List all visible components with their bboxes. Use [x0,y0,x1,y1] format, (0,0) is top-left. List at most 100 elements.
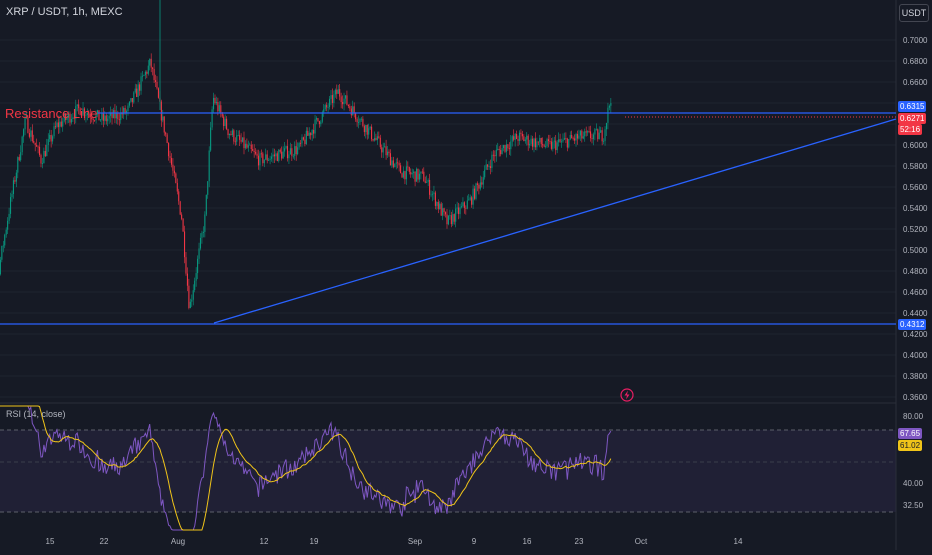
candle-body [257,155,260,166]
candle-body [404,171,406,180]
candle-body [212,97,215,110]
candle-body [143,75,145,76]
candle-body [301,137,303,144]
candle-body [92,119,94,121]
candle-body [168,142,170,157]
candle-body [73,117,75,119]
candle-body [549,141,551,142]
candle-body [69,113,71,123]
candle-body [547,139,550,141]
candle-body [307,130,309,136]
candle-body [592,134,594,140]
candle-body [553,140,555,142]
candle-body [446,214,448,225]
candle-body [500,150,502,155]
candle-body [481,182,483,185]
rsi-ma-value-tag: 61.02 [898,440,923,451]
candle-body [546,139,548,147]
candle-body [157,88,159,98]
candle-body [313,130,315,134]
candle-body [563,138,565,140]
candle-body [243,137,245,149]
candle-body [244,143,246,149]
candle-body [163,116,165,133]
candle-body [371,126,373,140]
price-tick: 0.3600 [903,393,928,402]
candle-body [237,135,239,136]
candle-body [4,234,6,246]
candle-body [123,108,125,115]
candle-body [600,130,602,133]
candle-body [595,129,597,131]
candle-body [47,139,49,145]
candle-body [423,171,425,182]
candle-body [398,163,400,166]
candle-body [140,76,142,91]
candle-body [147,65,149,74]
candle-body [221,113,223,117]
candle-body [198,248,200,259]
candle-body [342,102,344,105]
date-tick: 16 [522,537,532,546]
candle-body [560,141,563,143]
ascending-trendline[interactable] [213,118,897,324]
candle-body [331,95,333,103]
candle-body [276,153,278,161]
candle-body [255,152,257,154]
candle-body [156,82,158,89]
candle-body [447,215,449,225]
candle-body [197,258,199,274]
candle-body [201,232,203,238]
price-tick: 0.4600 [903,288,928,297]
candle-body [107,118,109,122]
rsi-value-tag: 67.65 [898,428,923,439]
candle-body [111,112,113,118]
candle-body [21,136,23,153]
flash-icon[interactable] [620,388,634,402]
candle-body [310,132,312,136]
candle-body [57,122,59,128]
candle-body [270,156,273,159]
candle-body [263,159,265,164]
candle-body [141,75,144,77]
candle-body [52,136,54,142]
candle-body [375,138,377,140]
candle-body [495,149,497,157]
candle-body [146,71,148,74]
candle-body [311,130,313,136]
candle-body [336,89,338,94]
candle-body [484,169,486,178]
candle-body [494,155,496,157]
currency-button[interactable]: USDT [899,4,929,22]
symbol-title[interactable]: XRP / USDT, 1h, MEXC [6,6,123,18]
candle-body [397,162,399,164]
candle-body [482,177,484,185]
candle-body [195,273,197,281]
candle-body [217,102,219,112]
price-tick: 0.6600 [903,78,928,87]
candle-body [453,214,455,222]
price-tick: 0.5000 [903,246,928,255]
candle-body [256,153,258,156]
candle-body [304,139,306,144]
candle-body [38,146,41,156]
rsi-line [0,405,612,531]
candle-body [247,145,249,148]
candle-body [333,94,335,103]
rsi-label[interactable]: RSI (14, close) [6,409,66,419]
candle-body [534,138,536,148]
candle-body [75,106,77,119]
candle-body [357,122,360,123]
price-tick: 0.6000 [903,141,928,150]
candle-body [465,207,467,209]
candle-body [79,108,81,115]
candle-body [241,137,244,142]
candle-body [88,113,90,115]
candle-body [281,151,283,159]
rsi-axis-tick: 80.00 [903,412,924,421]
candle-body [15,172,17,182]
candle-body [443,208,445,213]
candle-body [529,143,531,146]
